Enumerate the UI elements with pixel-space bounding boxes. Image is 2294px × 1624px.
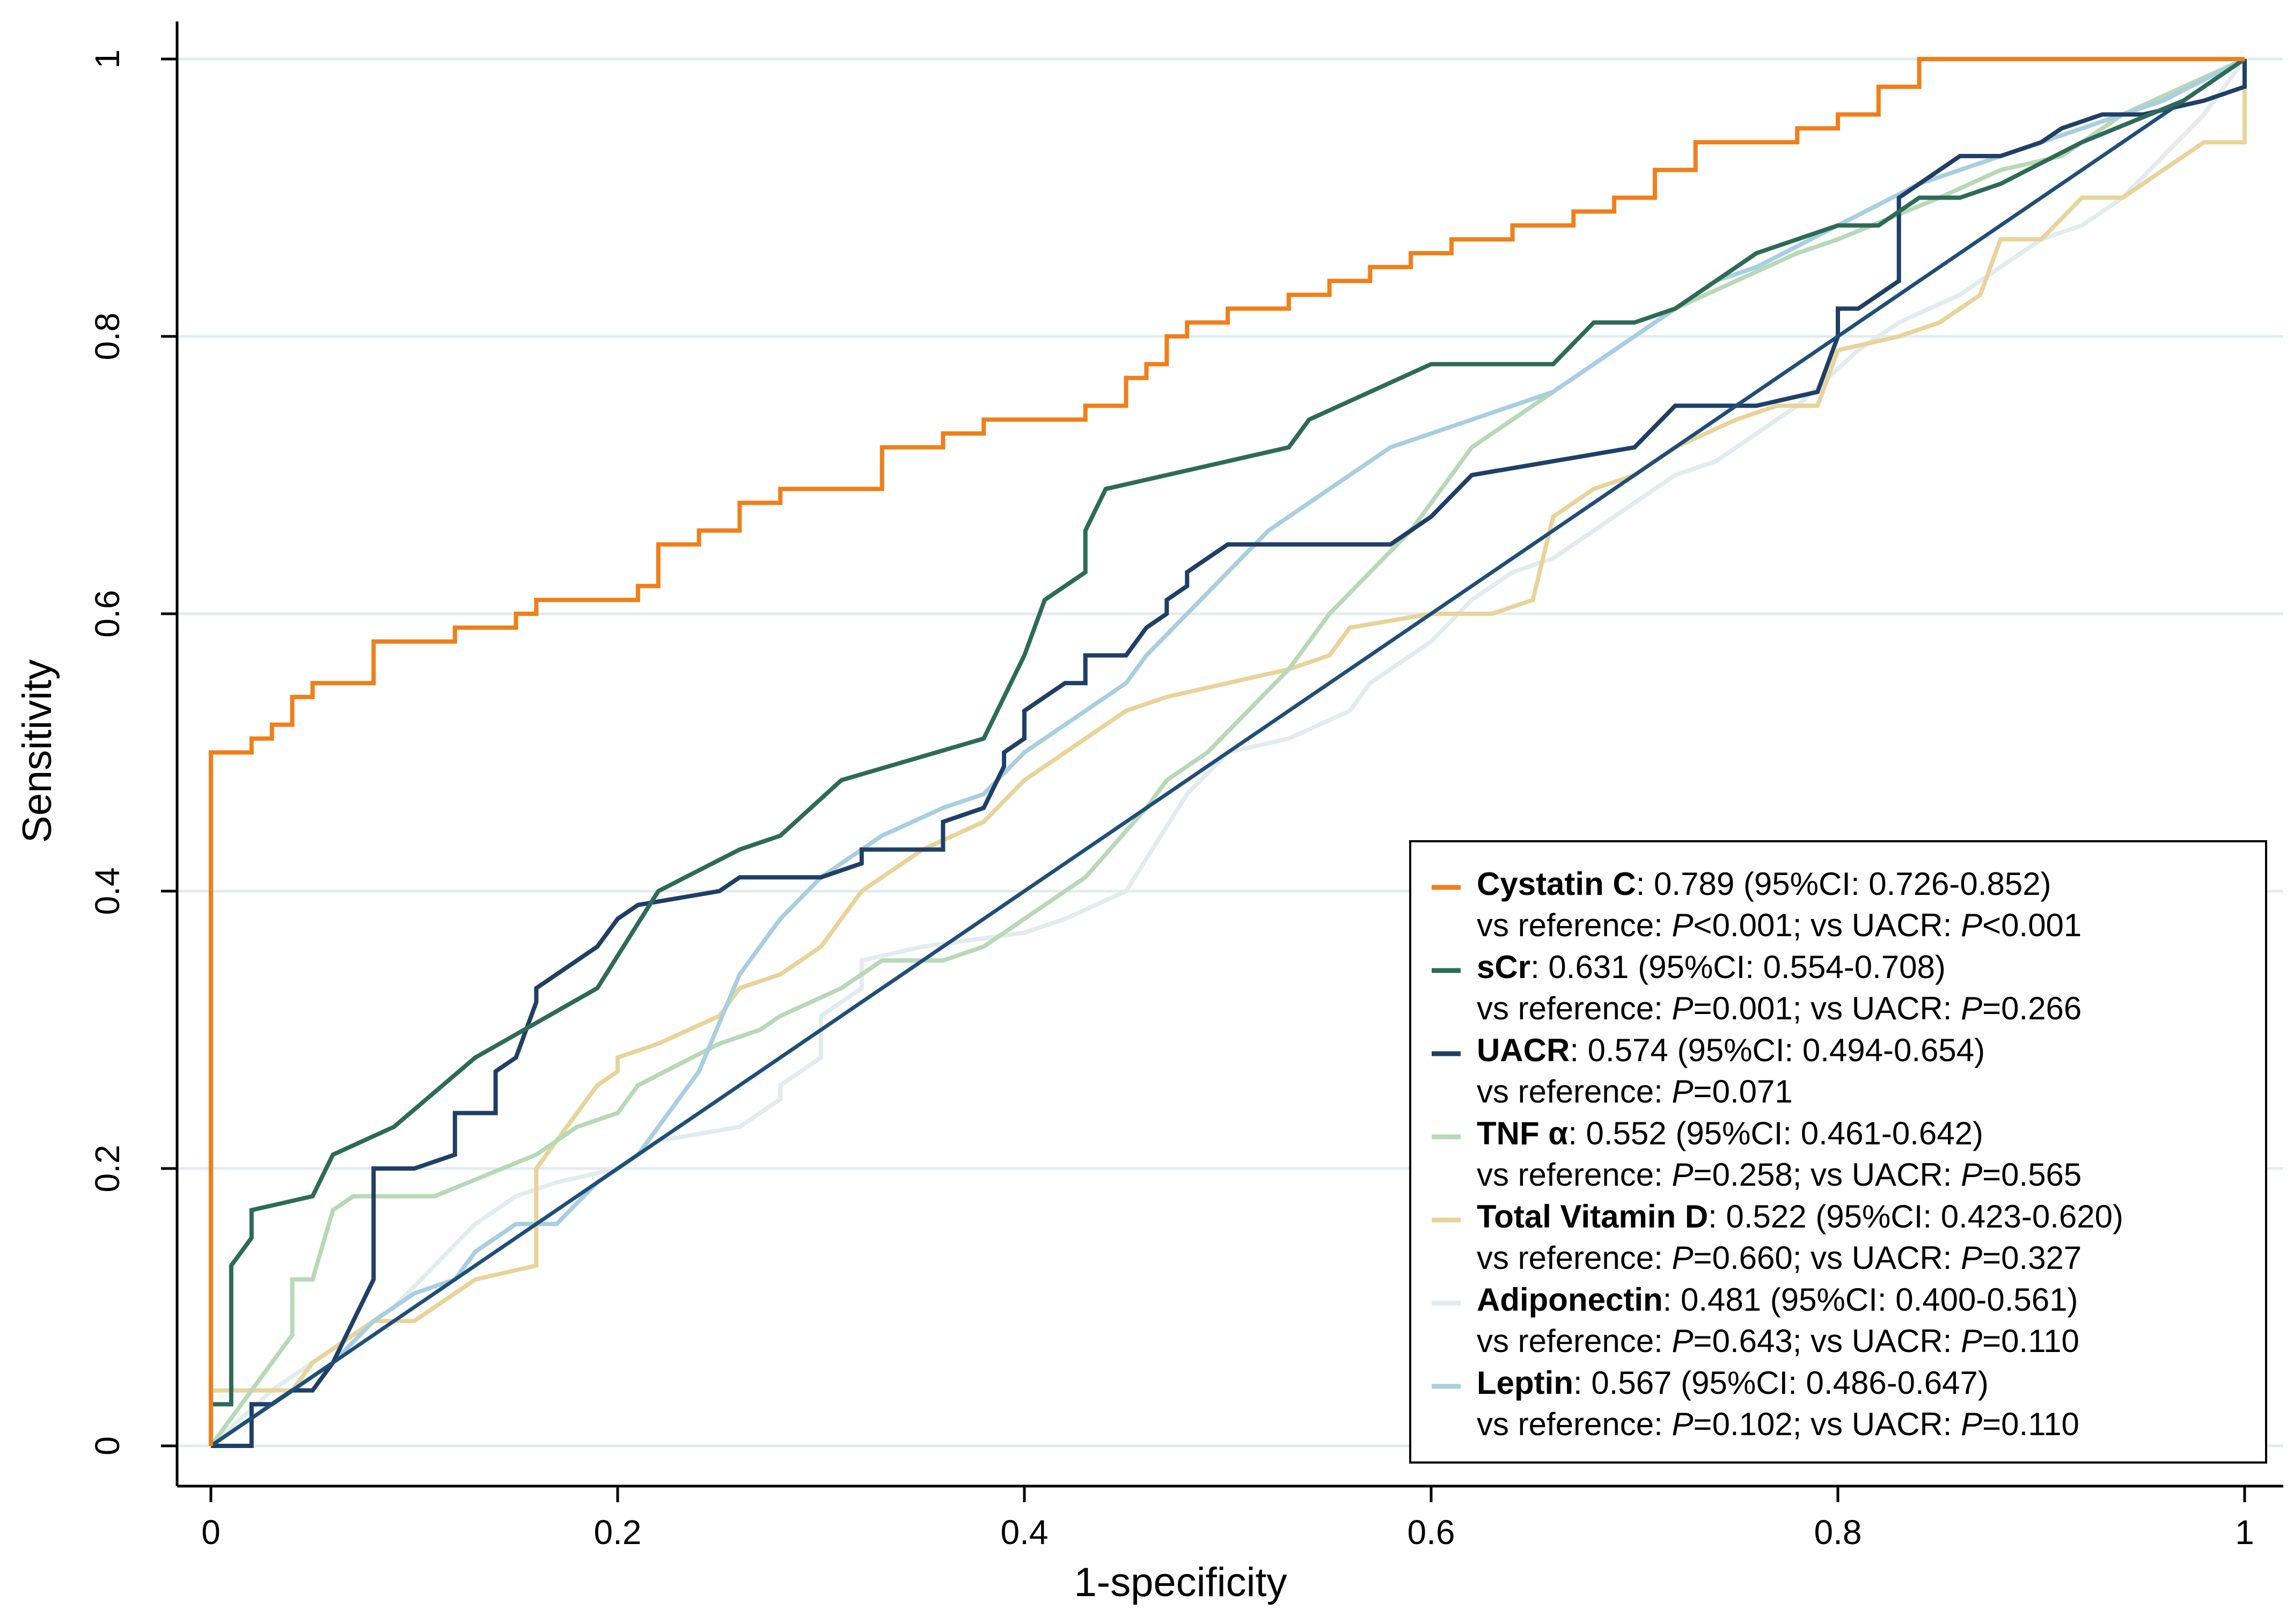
legend-pvalue-part: =0.643; vs UACR: bbox=[1694, 1323, 1961, 1359]
legend-pvalue-part: vs reference: bbox=[1477, 907, 1672, 943]
legend-pvalues-0: vs reference: P<0.001; vs UACR: P<0.001 bbox=[1477, 907, 2082, 943]
legend-series-name: UACR bbox=[1477, 1032, 1570, 1068]
legend-pvalue-part: P bbox=[1961, 1157, 1982, 1193]
legend-pvalue-part: =0.001; vs UACR: bbox=[1694, 990, 1961, 1026]
axis-ticks: 0 0.2 0.4 0.6 0.8 1 0 0.2 0.4 0.6 0.8 1 bbox=[88, 49, 2254, 1552]
legend-entry-5: Adiponectin: 0.481 (95%CI: 0.400-0.561) bbox=[1477, 1282, 2078, 1318]
legend-auc-text: : 0.522 (95%CI: 0.423-0.620) bbox=[1708, 1199, 2123, 1234]
x-tick-label-5: 1 bbox=[2235, 1513, 2254, 1552]
legend-pvalue-part: <0.001 bbox=[1982, 907, 2082, 943]
legend-box bbox=[1409, 840, 2267, 1464]
legend-pvalue-part: P bbox=[1961, 1323, 1982, 1359]
legend-pvalue-part: vs reference: bbox=[1477, 1157, 1672, 1193]
legend-auc-text: : 0.552 (95%CI: 0.461-0.642) bbox=[1568, 1115, 1983, 1151]
legend-pvalues-4: vs reference: P=0.660; vs UACR: P=0.327 bbox=[1477, 1240, 2082, 1276]
legend-pvalue-part: P bbox=[1672, 1157, 1694, 1193]
legend-series-name: Adiponectin bbox=[1477, 1282, 1663, 1318]
legend-pvalues-1: vs reference: P=0.001; vs UACR: P=0.266 bbox=[1477, 990, 2082, 1026]
legend-series-name: sCr bbox=[1477, 949, 1530, 985]
legend-pvalue-part: P bbox=[1961, 1406, 1982, 1442]
legend-pvalue-part: P bbox=[1672, 1406, 1694, 1442]
axes bbox=[175, 21, 2283, 1488]
legend-pvalue-part: P bbox=[1961, 990, 1982, 1026]
legend-pvalue-part: P bbox=[1672, 1323, 1694, 1359]
legend: Cystatin C: 0.789 (95%CI: 0.726-0.852) vs… bbox=[1409, 840, 2267, 1464]
legend-pvalues-3: vs reference: P=0.258; vs UACR: P=0.565 bbox=[1477, 1157, 2082, 1193]
legend-pvalue-part: P bbox=[1672, 1240, 1694, 1276]
legend-series-name: Leptin bbox=[1477, 1365, 1573, 1401]
legend-pvalue-part: =0.110 bbox=[1982, 1406, 2079, 1442]
roc-curves bbox=[209, 57, 2247, 1448]
roc-curve-scr bbox=[209, 57, 2246, 1446]
x-tick-label-4: 0.8 bbox=[1814, 1513, 1862, 1552]
x-axis-title: 1-specificity bbox=[1074, 1560, 1287, 1605]
roc-curve-adiponectin bbox=[209, 57, 2247, 1447]
legend-entry-0: Cystatin C: 0.789 (95%CI: 0.726-0.852) bbox=[1477, 866, 2051, 902]
y-axis-title: Sensitivity bbox=[14, 659, 60, 843]
y-tick-label-1: 0.2 bbox=[88, 1145, 127, 1193]
y-tick-label-0: 0 bbox=[88, 1436, 127, 1456]
roc-curve-total-vitamin-d bbox=[209, 59, 2247, 1446]
legend-entry-1: sCr: 0.631 (95%CI: 0.554-0.708) bbox=[1477, 949, 1946, 985]
legend-pvalue-part: vs reference: bbox=[1477, 990, 1672, 1026]
legend-pvalue-part: =0.327 bbox=[1982, 1240, 2082, 1276]
legend-entry-4: Total Vitamin D: 0.522 (95%CI: 0.423-0.6… bbox=[1477, 1199, 2123, 1234]
legend-pvalue-part: P bbox=[1672, 990, 1694, 1026]
legend-pvalue-part: P bbox=[1672, 907, 1694, 943]
legend-auc-text: : 0.789 (95%CI: 0.726-0.852) bbox=[1636, 866, 2051, 902]
legend-pvalue-part: vs reference: bbox=[1477, 1240, 1672, 1276]
legend-pvalue-part: =0.102; vs UACR: bbox=[1694, 1406, 1961, 1442]
roc-curve-uacr bbox=[211, 59, 2247, 1448]
legend-pvalue-part: vs reference: bbox=[1477, 1323, 1672, 1359]
legend-series-name: Total Vitamin D bbox=[1477, 1199, 1708, 1234]
legend-series-name: TNF α bbox=[1477, 1115, 1568, 1151]
roc-curve-cystatin-c bbox=[209, 57, 2245, 1446]
y-tick-label-5: 1 bbox=[88, 49, 127, 69]
legend-pvalue-part: P bbox=[1961, 1240, 1982, 1276]
y-tick-label-4: 0.8 bbox=[88, 313, 127, 361]
legend-auc-text: : 0.631 (95%CI: 0.554-0.708) bbox=[1530, 949, 1946, 985]
legend-pvalues-5: vs reference: P=0.643; vs UACR: P=0.110 bbox=[1477, 1323, 2079, 1359]
legend-pvalue-part: <0.001; vs UACR: bbox=[1694, 907, 1961, 943]
y-tick-label-3: 0.6 bbox=[88, 590, 127, 638]
legend-pvalue-part: vs reference: bbox=[1477, 1406, 1672, 1442]
legend-pvalues-2: vs reference: P=0.071 bbox=[1477, 1074, 1793, 1109]
legend-series-name: Cystatin C bbox=[1477, 866, 1636, 902]
legend-entry-6: Leptin: 0.567 (95%CI: 0.486-0.647) bbox=[1477, 1365, 1989, 1401]
legend-pvalue-part: =0.660; vs UACR: bbox=[1694, 1240, 1961, 1276]
legend-entry-2: UACR: 0.574 (95%CI: 0.494-0.654) bbox=[1477, 1032, 1985, 1068]
legend-auc-text: : 0.567 (95%CI: 0.486-0.647) bbox=[1573, 1365, 1989, 1401]
legend-pvalue-part: =0.071 bbox=[1694, 1074, 1793, 1109]
legend-pvalue-part: =0.110 bbox=[1982, 1323, 2079, 1359]
legend-pvalue-part: =0.266 bbox=[1982, 990, 2082, 1026]
legend-pvalues-6: vs reference: P=0.102; vs UACR: P=0.110 bbox=[1477, 1406, 2079, 1442]
legend-pvalue-part: P bbox=[1961, 907, 1982, 943]
legend-auc-text: : 0.574 (95%CI: 0.494-0.654) bbox=[1570, 1032, 1985, 1068]
x-tick-label-0: 0 bbox=[201, 1513, 221, 1552]
legend-entry-3: TNF α: 0.552 (95%CI: 0.461-0.642) bbox=[1477, 1115, 1983, 1151]
y-tick-label-2: 0.4 bbox=[88, 868, 127, 915]
legend-pvalue-part: =0.565 bbox=[1982, 1157, 2082, 1193]
x-tick-label-3: 0.6 bbox=[1408, 1513, 1455, 1552]
legend-pvalue-part: vs reference: bbox=[1477, 1074, 1672, 1109]
x-tick-label-2: 0.4 bbox=[1001, 1513, 1049, 1552]
x-tick-label-1: 0.2 bbox=[594, 1513, 642, 1552]
legend-auc-text: : 0.481 (95%CI: 0.400-0.561) bbox=[1663, 1282, 2078, 1318]
legend-pvalue-part: P bbox=[1672, 1074, 1694, 1109]
reference-line bbox=[210, 57, 2246, 1447]
legend-pvalue-part: =0.258; vs UACR: bbox=[1694, 1157, 1961, 1193]
